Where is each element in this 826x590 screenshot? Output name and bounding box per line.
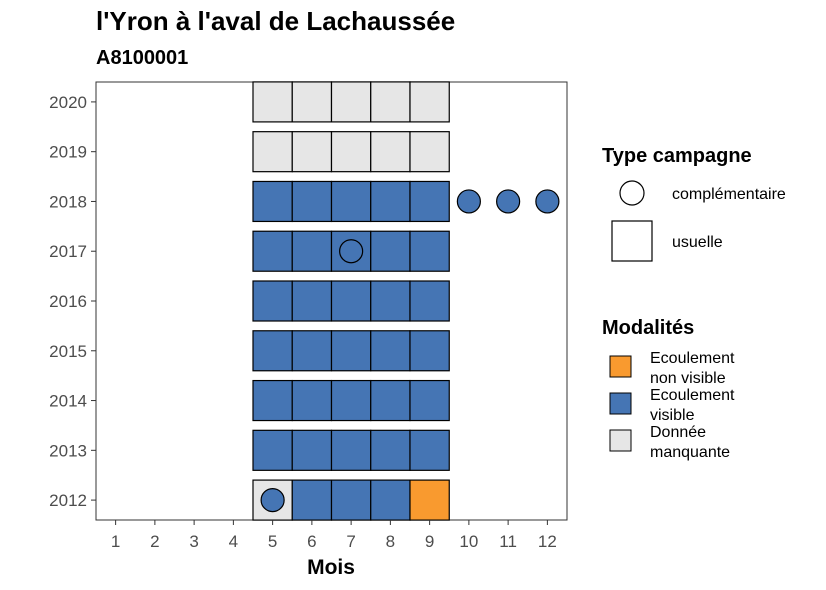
legend-modalites: Modalités Ecoulement non visible Ecoulem… — [602, 317, 735, 461]
campaign-circle-2012-5 — [260, 487, 285, 513]
x-tick-label-9: 9 — [425, 532, 434, 551]
campaign-square-2017-9 — [409, 230, 450, 272]
y-tick-label-2014: 2014 — [49, 392, 87, 411]
legend-type-title: Type campagne — [602, 145, 752, 167]
campaign-circle-2017-7 — [339, 239, 364, 264]
campaign-square-2019-6 — [291, 131, 333, 173]
campaign-square-2015-8 — [370, 330, 411, 372]
campaign-square-2012-6 — [291, 479, 333, 521]
legend-square-symbol — [611, 220, 653, 262]
campaign-square-2016-8 — [370, 280, 411, 322]
x-tick-label-1: 1 — [111, 532, 120, 551]
x-axis: 1 2 3 4 5 6 7 8 9 10 11 12 — [111, 520, 557, 551]
campaign-square-2015-9 — [409, 330, 450, 372]
campaign-square-2018-6 — [291, 180, 333, 223]
campaign-square-2013-6 — [291, 429, 333, 471]
legend-label-visible-line2: visible — [650, 407, 695, 424]
y-tick-label-2016: 2016 — [49, 292, 87, 311]
campaign-square-2020-7 — [330, 81, 372, 123]
campaign-square-2012-9 — [409, 479, 450, 521]
campaign-square-2018-7 — [330, 180, 372, 223]
x-tick-label-3: 3 — [189, 532, 198, 551]
legend-type-campagne: Type campagne complémentaire usuelle — [602, 145, 786, 262]
campaign-circle-2018-11 — [496, 189, 521, 214]
y-tick-label-2019: 2019 — [49, 143, 87, 162]
x-tick-label-7: 7 — [346, 532, 355, 551]
campaign-square-2015-7 — [330, 330, 372, 372]
y-tick-label-2012: 2012 — [49, 491, 87, 510]
campaign-square-2015-5 — [252, 330, 293, 372]
campaign-square-2013-7 — [330, 429, 372, 471]
campaign-square-2015-6 — [291, 330, 333, 372]
campaign-square-2020-5 — [252, 81, 293, 123]
y-tick-label-2018: 2018 — [49, 192, 87, 211]
campaign-square-2014-9 — [409, 379, 450, 422]
legend-swatch-visible — [609, 392, 632, 415]
y-tick-label-2015: 2015 — [49, 342, 87, 361]
campaign-square-2013-9 — [409, 429, 450, 471]
campaign-circle-2018-10 — [456, 189, 481, 214]
campaign-square-2014-7 — [330, 379, 372, 422]
legend-label-visible-line1: Ecoulement — [650, 387, 735, 404]
campaign-square-2019-7 — [330, 131, 372, 173]
x-tick-label-12: 12 — [538, 532, 557, 551]
campaign-square-2018-5 — [252, 180, 293, 223]
legend-label-manquante-line1: Donnée — [650, 424, 706, 441]
campaign-square-2019-9 — [409, 131, 450, 173]
campaign-square-2020-6 — [291, 81, 333, 123]
legend-swatch-non-visible — [609, 355, 632, 378]
campaign-square-2013-5 — [252, 429, 293, 471]
x-tick-label-6: 6 — [307, 532, 316, 551]
x-tick-label-8: 8 — [386, 532, 395, 551]
campaign-square-2016-5 — [252, 280, 293, 322]
campaign-square-2016-6 — [291, 280, 333, 322]
legend-label-non-visible-line1: Ecoulement — [650, 350, 735, 367]
campaign-square-2012-8 — [370, 479, 411, 521]
campaign-square-2014-6 — [291, 379, 333, 422]
campaign-square-2014-8 — [370, 379, 411, 422]
campaign-square-2012-7 — [330, 479, 372, 521]
legend-label-non-visible-line2: non visible — [650, 370, 726, 387]
y-tick-label-2013: 2013 — [49, 441, 87, 460]
campaign-circle-2018-12 — [535, 189, 560, 214]
x-axis-title: Mois — [307, 556, 355, 579]
legend-circle-symbol — [619, 180, 645, 206]
campaign-square-2019-8 — [370, 131, 411, 173]
legend-modalites-title: Modalités — [602, 317, 694, 339]
campaign-square-2018-9 — [409, 180, 450, 223]
campaign-square-2019-5 — [252, 131, 293, 173]
x-tick-label-4: 4 — [229, 532, 238, 551]
y-tick-label-2017: 2017 — [49, 242, 87, 261]
chart-subtitle: A8100001 — [96, 47, 188, 69]
campaign-square-2018-8 — [370, 180, 411, 223]
campaign-square-2020-8 — [370, 81, 411, 123]
legend-label-usuelle: usuelle — [672, 234, 723, 251]
campaign-square-2020-9 — [409, 81, 450, 123]
campaign-square-2016-7 — [330, 280, 372, 322]
chart-marks — [252, 81, 560, 521]
x-tick-label-11: 11 — [499, 532, 517, 551]
x-tick-label-2: 2 — [150, 532, 159, 551]
campaign-square-2013-8 — [370, 429, 411, 471]
campaign-square-2017-5 — [252, 230, 293, 272]
campaign-square-2016-9 — [409, 280, 450, 322]
campaign-square-2014-5 — [252, 379, 293, 422]
x-tick-label-5: 5 — [268, 532, 277, 551]
chart-title: l'Yron à l'aval de Lachaussée — [96, 6, 455, 36]
legend-label-manquante-line2: manquante — [650, 444, 730, 461]
y-tick-label-2020: 2020 — [49, 93, 87, 112]
campaign-square-2017-8 — [370, 230, 411, 272]
campaign-square-2017-6 — [291, 230, 333, 272]
y-axis: 2012 2013 2014 2015 2016 2017 2018 2019 2020 — [49, 93, 96, 510]
legend-swatch-manquante — [609, 429, 632, 452]
legend-label-complementaire: complémentaire — [672, 186, 786, 203]
x-tick-label-10: 10 — [459, 532, 478, 551]
